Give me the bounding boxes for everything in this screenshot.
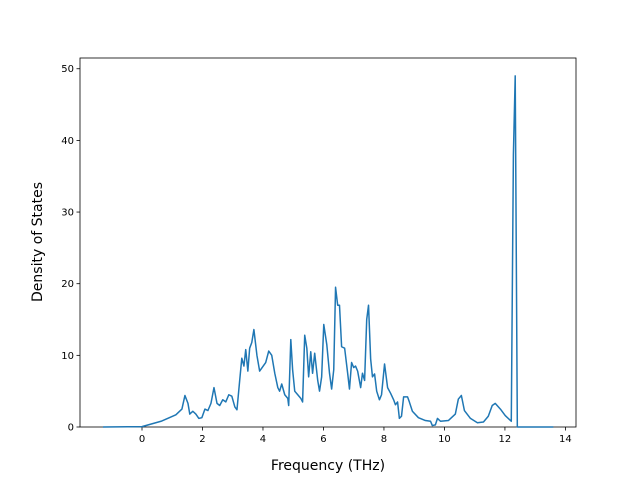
x-tick-label: 6 bbox=[320, 434, 326, 445]
x-tick-label: 14 bbox=[559, 434, 572, 445]
x-tick-label: 8 bbox=[381, 434, 387, 445]
x-axis-label: Frequency (THz) bbox=[271, 458, 385, 474]
y-tick-label: 50 bbox=[61, 64, 74, 75]
y-tick-label: 0 bbox=[68, 423, 74, 434]
x-tick-label: 0 bbox=[139, 434, 145, 445]
line-series bbox=[102, 75, 554, 428]
x-tick-label: 12 bbox=[499, 434, 512, 445]
x-tick-label: 2 bbox=[199, 434, 205, 445]
y-tick-label: 30 bbox=[61, 208, 74, 219]
plot-frame bbox=[79, 57, 577, 428]
y-tick-label: 40 bbox=[61, 136, 74, 147]
y-tick-label: 20 bbox=[61, 279, 74, 290]
y-axis-label: Density of States bbox=[30, 182, 46, 302]
x-tick-label: 4 bbox=[260, 434, 266, 445]
x-tick-label: 10 bbox=[438, 434, 451, 445]
y-tick-label: 10 bbox=[61, 351, 74, 362]
